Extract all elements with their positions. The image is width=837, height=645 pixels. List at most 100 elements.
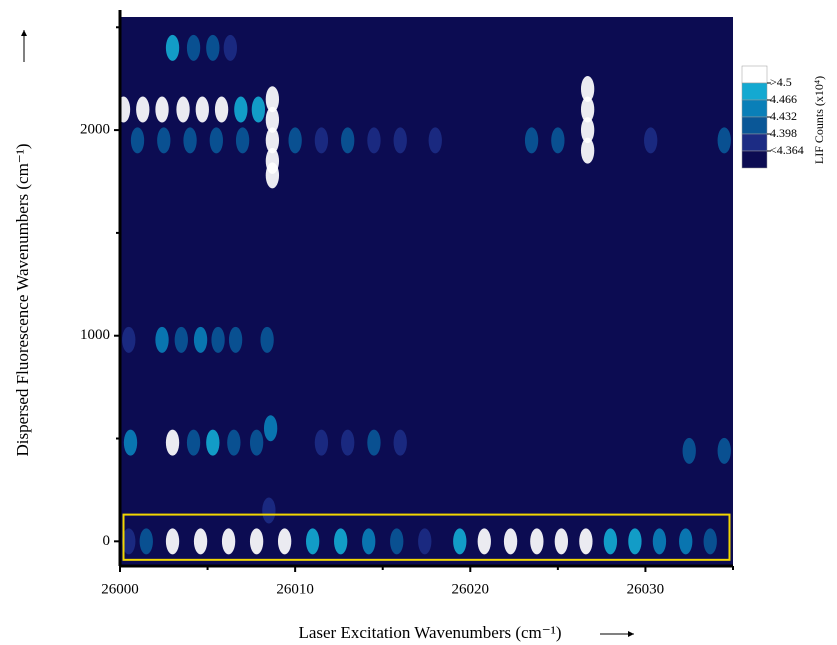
intensity-spot <box>580 75 595 102</box>
intensity-spot <box>193 528 208 555</box>
x-tick-label: 26000 <box>101 581 139 597</box>
intensity-spot <box>139 528 153 555</box>
y-tick-label: 2000 <box>80 122 110 138</box>
intensity-spot <box>260 326 274 353</box>
intensity-spot <box>554 528 569 555</box>
intensity-spot <box>288 127 302 154</box>
intensity-spot <box>682 437 696 464</box>
intensity-spot <box>193 326 208 353</box>
intensity-spot <box>603 528 618 555</box>
intensity-spot <box>235 127 250 154</box>
intensity-spot <box>221 528 236 555</box>
colorbar-tick-label: 4.398 <box>770 126 797 140</box>
intensity-spot <box>367 127 381 154</box>
intensity-spot <box>157 127 171 154</box>
intensity-spot <box>418 528 432 555</box>
y-arrowhead <box>21 30 27 36</box>
intensity-spot <box>165 429 180 456</box>
intensity-spot <box>530 528 544 555</box>
intensity-spot <box>123 429 138 456</box>
y-tick-label: 0 <box>103 533 111 549</box>
intensity-spot <box>265 106 280 133</box>
intensity-spot <box>334 528 348 555</box>
intensity-spot <box>393 429 407 456</box>
intensity-spot <box>165 528 180 555</box>
plot-background <box>120 17 733 566</box>
y-tick-label: 1000 <box>80 327 110 343</box>
colorbar-swatch <box>741 65 768 84</box>
intensity-spot <box>214 96 229 123</box>
intensity-spot <box>341 429 355 456</box>
intensity-spot <box>524 127 539 154</box>
intensity-spot <box>265 86 280 113</box>
intensity-spot <box>367 429 381 456</box>
intensity-spot <box>251 96 266 123</box>
x-arrowhead <box>628 631 634 637</box>
intensity-spot <box>249 429 264 456</box>
x-tick-label: 26030 <box>627 581 665 597</box>
intensity-spot <box>176 96 190 123</box>
intensity-spot <box>265 127 280 154</box>
intensity-spot <box>628 528 642 555</box>
intensity-spot <box>580 117 595 144</box>
intensity-spot <box>453 528 467 555</box>
intensity-spot <box>227 429 241 456</box>
intensity-spot <box>551 127 565 154</box>
intensity-spot <box>234 96 248 123</box>
intensity-spot <box>155 96 169 123</box>
intensity-spot <box>195 96 209 123</box>
intensity-spot <box>206 34 220 61</box>
intensity-spot <box>341 127 355 154</box>
intensity-spot <box>277 528 292 555</box>
intensity-spot <box>165 34 180 61</box>
intensity-spot <box>679 528 693 555</box>
intensity-spot <box>703 528 717 555</box>
colorbar-swatch <box>741 150 768 169</box>
intensity-spot <box>306 528 320 555</box>
y-axis-label: Dispersed Fluorescence Wavenumbers (cm⁻¹… <box>13 143 32 456</box>
colorbar-swatch <box>741 82 768 101</box>
intensity-spot <box>183 127 197 154</box>
intensity-spot <box>503 528 518 555</box>
cells <box>116 34 731 555</box>
intensity-spot <box>362 528 376 555</box>
colorbar: >4.5 4.466 4.432 4.398 <4.364 <box>741 65 804 169</box>
intensity-spot <box>477 528 491 555</box>
intensity-spot <box>579 528 593 555</box>
intensity-spot <box>390 528 404 555</box>
intensity-spot <box>717 437 731 464</box>
intensity-spot <box>652 528 667 555</box>
intensity-spot <box>223 34 237 61</box>
intensity-spot <box>393 127 407 154</box>
colorbar-swatch <box>741 133 768 152</box>
intensity-spot <box>122 326 136 353</box>
intensity-spot <box>206 429 220 456</box>
colorbar-swatch <box>741 116 768 135</box>
x-axis-label: Laser Excitation Wavenumbers (cm⁻¹) <box>298 623 561 642</box>
colorbar-tick-label: 4.432 <box>770 109 797 123</box>
intensity-spot <box>249 528 264 555</box>
x-tick-label: 26020 <box>452 581 490 597</box>
intensity-spot <box>122 528 136 555</box>
intensity-spot <box>262 497 276 524</box>
highlight-box <box>122 513 731 561</box>
intensity-spot <box>155 326 169 353</box>
intensity-spot <box>263 415 278 442</box>
intensity-spot <box>644 127 658 154</box>
x-tick-label: 26010 <box>276 581 314 597</box>
intensity-spot <box>580 96 595 123</box>
intensity-spot <box>211 326 225 353</box>
intensity-spot <box>186 429 201 456</box>
colorbar-label: LIF Counts (x10⁴) <box>812 76 826 164</box>
intensity-spot <box>130 127 145 154</box>
intensity-spot <box>209 127 223 154</box>
intensity-spot <box>580 137 595 164</box>
intensity-spot <box>265 162 280 189</box>
intensity-spot <box>174 326 188 353</box>
intensity-spot <box>717 127 731 154</box>
intensity-spot <box>136 96 150 123</box>
intensity-spot <box>314 429 329 456</box>
colorbar-tick-label: <4.364 <box>770 143 804 157</box>
intensity-spot <box>314 127 329 154</box>
